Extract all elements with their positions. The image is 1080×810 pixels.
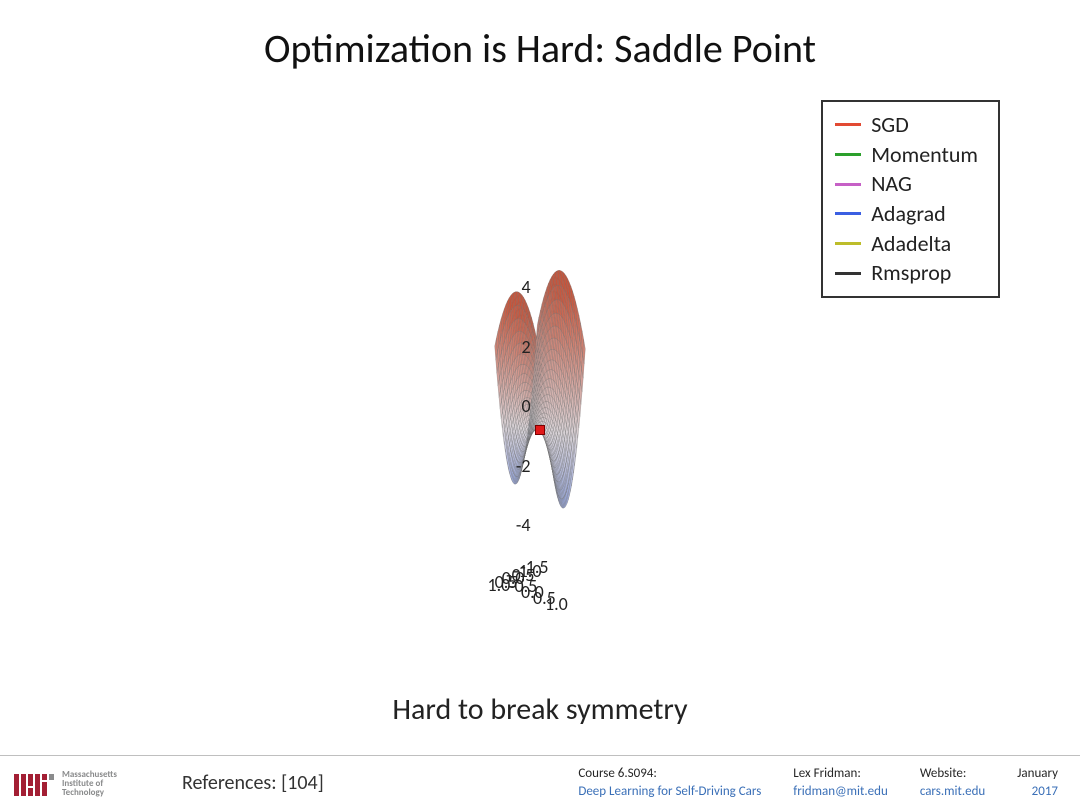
- legend-item-adagrad: Adagrad: [835, 199, 978, 229]
- axis-tick: 1.0: [545, 593, 568, 615]
- slide-title: Optimization is Hard: Saddle Point: [0, 24, 1080, 73]
- mit-logo: Massachusetts Institute of Technology: [0, 770, 168, 797]
- legend-swatch: [835, 272, 861, 275]
- legend-label: NAG: [871, 169, 912, 199]
- legend-item-momentum: Momentum: [835, 140, 978, 170]
- legend-label: Momentum: [871, 140, 978, 170]
- legend-item-sgd: SGD: [835, 110, 978, 140]
- saddle-surface: [495, 270, 586, 508]
- legend-swatch: [835, 212, 861, 215]
- axis-tick: 4: [521, 276, 530, 298]
- legend-item-adadelta: Adadelta: [835, 229, 978, 259]
- legend: SGDMomentumNAGAdagradAdadeltaRmsprop: [821, 100, 1000, 298]
- footer-col-date: January 2017: [1001, 765, 1080, 800]
- references-label: References: [104]: [182, 771, 562, 795]
- footer-col-website: Website: cars.mit.edu: [904, 765, 1001, 800]
- axis-tick: -2: [516, 455, 531, 477]
- legend-item-rmsprop: Rmsprop: [835, 258, 978, 288]
- footer-col-course: Course 6.S094: Deep Learning for Self-Dr…: [562, 765, 777, 800]
- legend-label: Adadelta: [871, 229, 951, 259]
- legend-label: Adagrad: [871, 199, 946, 229]
- subtitle: Hard to break symmetry: [0, 691, 1080, 728]
- axis-tick: 1.0: [488, 574, 511, 596]
- footer-col-author: Lex Fridman: fridman@mit.edu: [777, 765, 904, 800]
- legend-label: Rmsprop: [871, 258, 951, 288]
- legend-swatch: [835, 242, 861, 245]
- mit-logo-icon: [14, 770, 54, 796]
- legend-label: SGD: [871, 110, 909, 140]
- axis-tick: 0: [521, 395, 530, 417]
- saddle-point-marker: [536, 426, 545, 435]
- legend-swatch: [835, 123, 861, 126]
- axis-tick: -4: [516, 514, 531, 536]
- legend-swatch: [835, 183, 861, 186]
- footer: Massachusetts Institute of Technology Re…: [0, 755, 1080, 810]
- axis-tick: 2: [521, 336, 530, 358]
- mit-name: Massachusetts Institute of Technology: [62, 770, 117, 797]
- legend-swatch: [835, 153, 861, 156]
- legend-item-nag: NAG: [835, 169, 978, 199]
